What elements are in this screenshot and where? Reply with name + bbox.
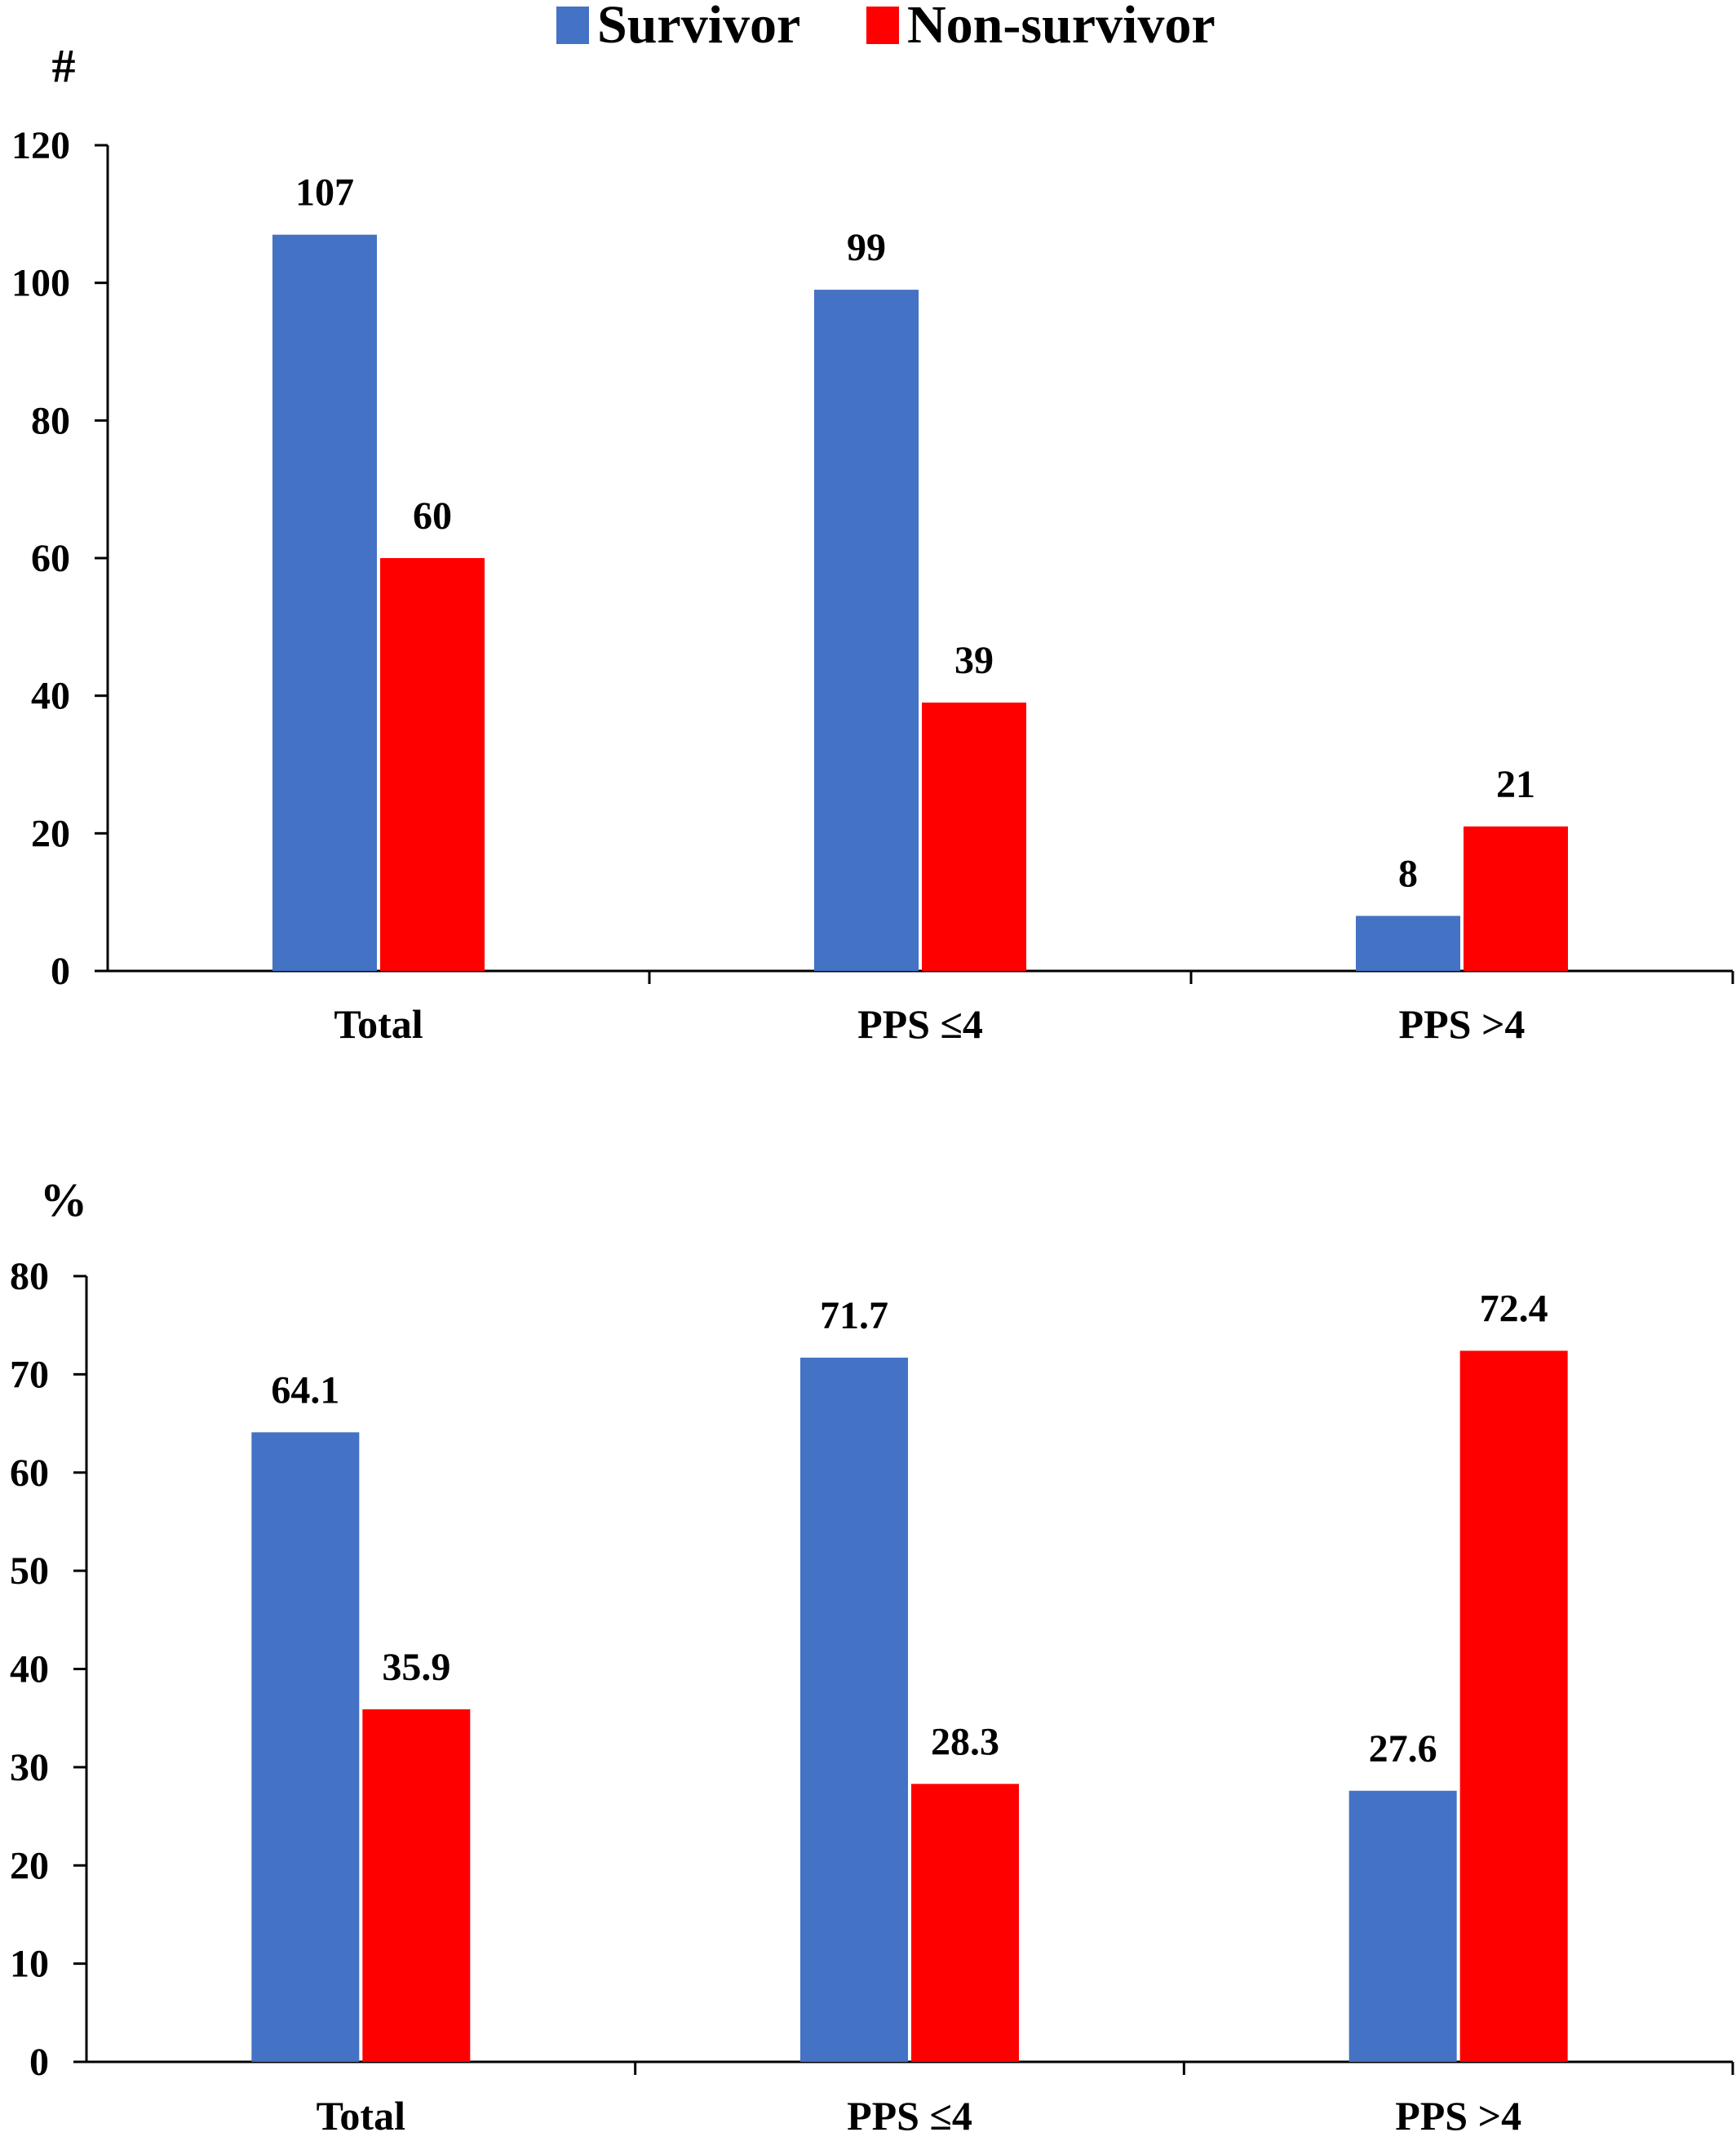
data-label-survivor-total: 64.1 <box>271 1368 339 1412</box>
bar-survivor-total <box>251 1432 360 2062</box>
category-label-pps-4: PPS ≤4 <box>857 1001 983 1047</box>
data-label-non-survivor-pps-4: 39 <box>954 639 994 682</box>
data-label-survivor-total: 107 <box>295 171 354 215</box>
bar-survivor-pps-4 <box>1356 915 1460 971</box>
category-label-pps-4: PPS >4 <box>1399 1001 1526 1047</box>
category-label-total: Total <box>317 2093 405 2139</box>
bar-non-survivor-pps-4 <box>911 1784 1019 2062</box>
data-label-survivor-pps-4: 8 <box>1398 853 1418 896</box>
y-tick-label: 40 <box>10 1648 49 1691</box>
bar-non-survivor-total <box>362 1709 471 2062</box>
data-label-non-survivor-pps-4: 72.4 <box>1480 1287 1548 1330</box>
y-tick-label: 80 <box>10 1255 49 1298</box>
bar-non-survivor-pps-4 <box>1464 826 1568 971</box>
data-label-non-survivor-pps-4: 21 <box>1496 763 1535 806</box>
bar-non-survivor-pps-4 <box>922 703 1026 971</box>
y-tick-label: 80 <box>31 399 70 442</box>
y-tick-label: 10 <box>10 1943 49 1986</box>
y-tick-label: 60 <box>10 1452 49 1495</box>
count-chart: #0 20 40 60 80 100 120 Total 107 60 PPS ≤4 99 39 PPS … <box>11 39 1734 1047</box>
y-tick-label: 20 <box>10 1844 49 1887</box>
y-tick-label: 50 <box>10 1549 49 1593</box>
legend-swatch-non-survivor <box>866 7 899 44</box>
percent-chart: % 0 10 20 30 40 50 60 70 80 Total 64.1 35.9 PPS ≤4 71.… <box>10 1173 1734 2139</box>
y-tick-label: 0 <box>51 950 70 993</box>
y-axis-unit-label: % <box>40 1173 87 1226</box>
data-label-survivor-pps-4: 27.6 <box>1369 1727 1437 1771</box>
y-tick-label: 0 <box>29 2041 49 2084</box>
data-label-non-survivor-total: 60 <box>413 494 452 538</box>
bar-survivor-pps-4 <box>1348 1790 1457 2062</box>
data-label-survivor-pps-4: 99 <box>847 226 886 269</box>
category-label-pps-4: PPS >4 <box>1395 2093 1521 2139</box>
bar-survivor-total <box>272 234 377 972</box>
y-tick-label: 100 <box>11 262 70 305</box>
bar-non-survivor-pps-4 <box>1459 1350 1568 2062</box>
data-label-survivor-pps-4: 71.7 <box>820 1294 888 1337</box>
bar-survivor-pps-4 <box>814 290 919 972</box>
category-label-pps-4: PPS ≤4 <box>847 2093 972 2139</box>
y-tick-label: 20 <box>31 812 70 855</box>
category-label-total: Total <box>334 1001 423 1047</box>
y-tick-label: 70 <box>10 1353 49 1396</box>
legend-swatch-survivor <box>556 7 589 44</box>
data-label-non-survivor-pps-4: 28.3 <box>931 1720 999 1763</box>
bar-survivor-pps-4 <box>800 1357 908 2062</box>
y-tick-label: 60 <box>31 537 70 580</box>
legend: Survivor Non-survivor <box>556 0 1216 55</box>
y-axis-unit-label: # <box>52 39 76 92</box>
bar-non-survivor-total <box>380 558 485 971</box>
y-tick-label: 30 <box>10 1746 49 1789</box>
legend-label-non-survivor: Non-survivor <box>907 0 1216 55</box>
y-tick-label: 40 <box>31 675 70 718</box>
y-tick-label: 120 <box>11 124 70 167</box>
data-label-non-survivor-total: 35.9 <box>382 1646 450 1689</box>
legend-label-survivor: Survivor <box>597 0 800 55</box>
